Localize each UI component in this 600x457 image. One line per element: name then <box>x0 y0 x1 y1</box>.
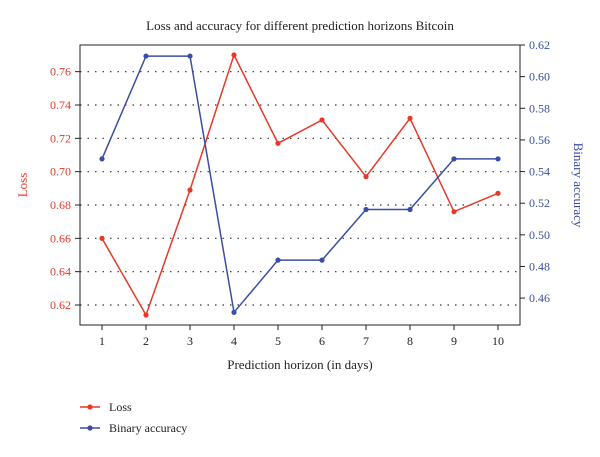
right-axis-ticks: 0.46 0.48 0.50 0.52 0.54 0.56 0.58 0.60 0.62 <box>520 38 550 305</box>
left-tick-label: 0.62 <box>50 298 71 312</box>
x-axis-label: Prediction horizon (in days) <box>227 357 373 372</box>
left-tick-label: 0.64 <box>50 265 71 279</box>
right-tick-label: 0.46 <box>529 291 550 305</box>
binary-accuracy-point <box>187 53 193 59</box>
binary-accuracy-point <box>495 156 501 162</box>
x-tick-label: 2 <box>143 334 149 348</box>
x-axis-ticks: 1 2 3 4 5 6 7 8 9 10 <box>99 325 504 348</box>
loss-point <box>451 209 457 215</box>
left-tick-label: 0.74 <box>50 98 71 112</box>
right-tick-label: 0.50 <box>529 228 550 242</box>
x-tick-label: 6 <box>319 334 325 348</box>
right-tick-label: 0.48 <box>529 259 550 273</box>
right-tick-label: 0.54 <box>529 165 550 179</box>
legend-loss-label: Loss <box>109 400 132 414</box>
loss-point <box>143 312 149 318</box>
binary-accuracy-point <box>319 257 325 263</box>
loss-line <box>101 53 499 317</box>
right-axis-label: Binary accuracy <box>571 143 586 228</box>
binary-accuracy-point <box>231 309 237 315</box>
right-tick-label: 0.56 <box>529 133 550 147</box>
loss-point <box>495 190 501 196</box>
left-tick-label: 0.68 <box>50 198 71 212</box>
x-tick-label: 5 <box>275 334 281 348</box>
binary-accuracy-point <box>275 257 281 263</box>
right-tick-label: 0.52 <box>529 196 550 210</box>
grid-lines <box>80 71 520 306</box>
right-tick-label: 0.60 <box>529 70 550 84</box>
loss-point <box>319 117 325 123</box>
binary-accuracy-point <box>451 156 457 162</box>
x-tick-label: 8 <box>407 334 413 348</box>
left-axis-label: Loss <box>15 173 30 198</box>
loss-point <box>275 140 281 146</box>
chart-title: Loss and accuracy for different predicti… <box>146 18 454 33</box>
series-group <box>99 52 501 318</box>
legend-binary-accuracy-marker <box>87 425 93 431</box>
legend-loss-marker <box>87 404 93 410</box>
loss-point <box>99 235 105 241</box>
loss-point <box>231 52 237 58</box>
plot-frame <box>79 44 521 326</box>
left-axis-ticks: 0.62 0.64 0.66 0.68 0.70 0.72 0.74 0.76 <box>50 65 80 312</box>
right-tick-label: 0.62 <box>529 38 550 52</box>
loss-point <box>407 115 413 121</box>
x-tick-label: 10 <box>492 334 504 348</box>
x-tick-label: 4 <box>231 334 237 348</box>
binary-accuracy-point <box>363 206 369 213</box>
x-tick-label: 3 <box>187 334 193 348</box>
legend: Loss Binary accuracy <box>80 400 187 435</box>
x-tick-label: 7 <box>363 334 369 348</box>
left-tick-label: 0.72 <box>50 131 71 145</box>
x-tick-label: 9 <box>451 334 457 348</box>
loss-point <box>363 174 369 180</box>
left-tick-label: 0.76 <box>50 65 71 79</box>
x-tick-label: 1 <box>99 334 105 348</box>
loss-point <box>187 187 193 193</box>
left-tick-label: 0.70 <box>50 165 71 179</box>
right-tick-label: 0.58 <box>529 101 550 115</box>
legend-binary-accuracy-label: Binary accuracy <box>109 421 187 435</box>
left-tick-label: 0.66 <box>50 231 71 245</box>
binary-accuracy-point <box>407 206 413 213</box>
binary-accuracy-line <box>101 55 498 315</box>
binary-accuracy-point <box>143 53 149 59</box>
binary-accuracy-point <box>99 156 105 162</box>
